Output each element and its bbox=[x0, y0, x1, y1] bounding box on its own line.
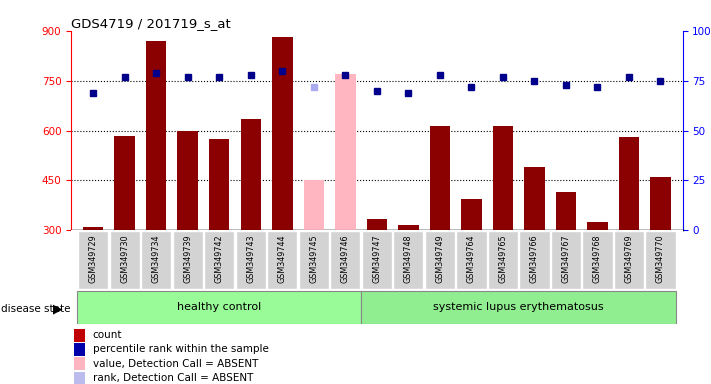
Text: ▶: ▶ bbox=[53, 303, 63, 316]
Text: GSM349745: GSM349745 bbox=[309, 235, 319, 283]
Bar bbox=[429, 126, 450, 230]
Bar bbox=[493, 126, 513, 230]
FancyBboxPatch shape bbox=[235, 231, 266, 289]
Text: GSM349742: GSM349742 bbox=[215, 235, 224, 283]
Text: GSM349770: GSM349770 bbox=[656, 235, 665, 283]
FancyBboxPatch shape bbox=[109, 231, 140, 289]
FancyBboxPatch shape bbox=[78, 231, 108, 289]
FancyBboxPatch shape bbox=[362, 231, 392, 289]
Text: GSM349739: GSM349739 bbox=[183, 235, 192, 283]
FancyBboxPatch shape bbox=[456, 231, 486, 289]
FancyBboxPatch shape bbox=[141, 231, 171, 289]
FancyBboxPatch shape bbox=[488, 231, 518, 289]
Text: rank, Detection Call = ABSENT: rank, Detection Call = ABSENT bbox=[92, 373, 253, 383]
Text: GSM349746: GSM349746 bbox=[341, 235, 350, 283]
Bar bbox=[74, 329, 85, 342]
Text: GSM349769: GSM349769 bbox=[624, 235, 634, 283]
Text: GSM349765: GSM349765 bbox=[498, 235, 508, 283]
Bar bbox=[524, 167, 545, 230]
Bar bbox=[114, 136, 135, 230]
FancyBboxPatch shape bbox=[77, 291, 361, 324]
FancyBboxPatch shape bbox=[173, 231, 203, 289]
FancyBboxPatch shape bbox=[361, 291, 676, 324]
Bar bbox=[74, 343, 85, 356]
Text: count: count bbox=[92, 330, 122, 340]
Text: value, Detection Call = ABSENT: value, Detection Call = ABSENT bbox=[92, 359, 258, 369]
Bar bbox=[587, 222, 608, 230]
Bar bbox=[367, 219, 387, 230]
FancyBboxPatch shape bbox=[582, 231, 613, 289]
Bar bbox=[651, 177, 670, 230]
Bar bbox=[74, 371, 85, 384]
FancyBboxPatch shape bbox=[267, 231, 297, 289]
Text: GSM349764: GSM349764 bbox=[467, 235, 476, 283]
Text: GSM349734: GSM349734 bbox=[151, 235, 161, 283]
FancyBboxPatch shape bbox=[299, 231, 329, 289]
Bar bbox=[209, 139, 230, 230]
Text: percentile rank within the sample: percentile rank within the sample bbox=[92, 344, 268, 354]
FancyBboxPatch shape bbox=[424, 231, 455, 289]
Bar bbox=[74, 357, 85, 370]
Bar bbox=[272, 37, 292, 230]
Bar bbox=[304, 180, 324, 230]
Text: GSM349748: GSM349748 bbox=[404, 235, 413, 283]
Bar bbox=[619, 137, 639, 230]
Text: GSM349766: GSM349766 bbox=[530, 235, 539, 283]
Text: GSM349768: GSM349768 bbox=[593, 235, 602, 283]
FancyBboxPatch shape bbox=[519, 231, 550, 289]
Text: GSM349749: GSM349749 bbox=[435, 235, 444, 283]
FancyBboxPatch shape bbox=[330, 231, 360, 289]
FancyBboxPatch shape bbox=[614, 231, 644, 289]
Text: systemic lupus erythematosus: systemic lupus erythematosus bbox=[433, 302, 604, 312]
FancyBboxPatch shape bbox=[646, 231, 675, 289]
Bar bbox=[398, 225, 419, 230]
Text: GSM349747: GSM349747 bbox=[373, 235, 381, 283]
FancyBboxPatch shape bbox=[551, 231, 581, 289]
Bar bbox=[461, 199, 481, 230]
Bar bbox=[178, 131, 198, 230]
Bar bbox=[83, 227, 103, 230]
Bar bbox=[556, 192, 576, 230]
FancyBboxPatch shape bbox=[204, 231, 235, 289]
Bar bbox=[146, 41, 166, 230]
Bar bbox=[335, 74, 356, 230]
Text: GSM349744: GSM349744 bbox=[278, 235, 287, 283]
Text: GSM349729: GSM349729 bbox=[89, 235, 97, 283]
Text: healthy control: healthy control bbox=[177, 302, 262, 312]
Text: GSM349743: GSM349743 bbox=[246, 235, 255, 283]
Text: GSM349730: GSM349730 bbox=[120, 235, 129, 283]
Bar bbox=[240, 119, 261, 230]
FancyBboxPatch shape bbox=[393, 231, 424, 289]
Text: GSM349767: GSM349767 bbox=[562, 235, 570, 283]
Text: GDS4719 / 201719_s_at: GDS4719 / 201719_s_at bbox=[71, 17, 231, 30]
Text: disease state: disease state bbox=[1, 304, 70, 314]
